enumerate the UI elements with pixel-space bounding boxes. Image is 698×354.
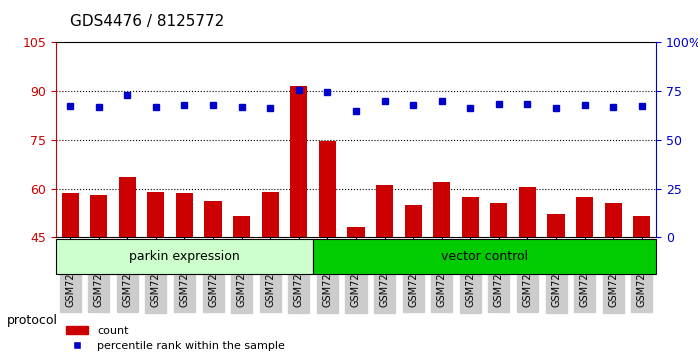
Bar [61,193,79,237]
Text: vector control: vector control [441,250,528,263]
Bar [348,228,364,237]
Bar [519,187,536,237]
Bar [547,215,565,237]
Bar [405,205,422,237]
Bar [290,86,307,237]
Bar [462,196,479,237]
Bar [176,193,193,237]
Bar [119,177,136,237]
Bar [90,195,107,237]
Text: GDS4476 / 8125772: GDS4476 / 8125772 [70,14,224,29]
Bar [604,203,622,237]
Bar [147,192,165,237]
Legend: count, percentile rank within the sample: count, percentile rank within the sample [61,321,289,354]
Bar [576,196,593,237]
Text: parkin expression: parkin expression [129,250,240,263]
Bar [376,185,393,237]
Bar [633,216,651,237]
FancyBboxPatch shape [56,239,313,274]
Bar [262,192,279,237]
Bar [490,203,507,237]
Text: protocol: protocol [7,314,58,327]
Bar [205,201,222,237]
Bar [233,216,250,237]
Bar [433,182,450,237]
Bar [319,142,336,237]
FancyBboxPatch shape [313,239,656,274]
